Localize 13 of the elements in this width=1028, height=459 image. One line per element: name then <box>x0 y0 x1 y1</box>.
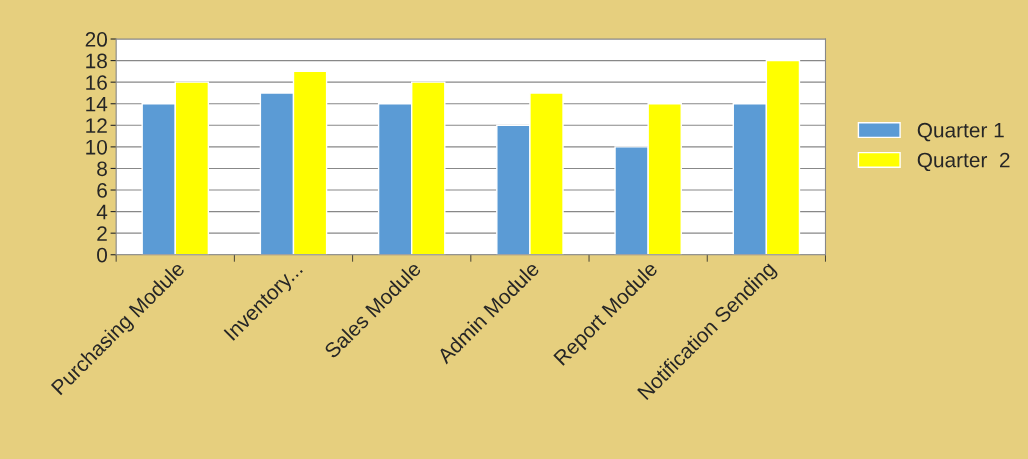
y-tick-label: 0 <box>97 247 108 263</box>
y-tick-label: 16 <box>86 75 107 90</box>
legend-label: Quarter 2 <box>917 152 1010 172</box>
y-tick-label: 14 <box>86 96 108 112</box>
y-tick-label: 20 <box>85 32 108 47</box>
y-tick-label: 10 <box>86 139 108 155</box>
y-tick-label: 8 <box>97 161 107 177</box>
y-tick-label: 2 <box>97 226 107 241</box>
y-tick-label: 18 <box>86 53 107 69</box>
legend-label: Quarter 1 <box>917 122 1004 142</box>
y-tick-label: 12 <box>86 118 107 133</box>
y-tick-label: 6 <box>97 183 107 198</box>
y-tick-label: 4 <box>96 204 108 220</box>
